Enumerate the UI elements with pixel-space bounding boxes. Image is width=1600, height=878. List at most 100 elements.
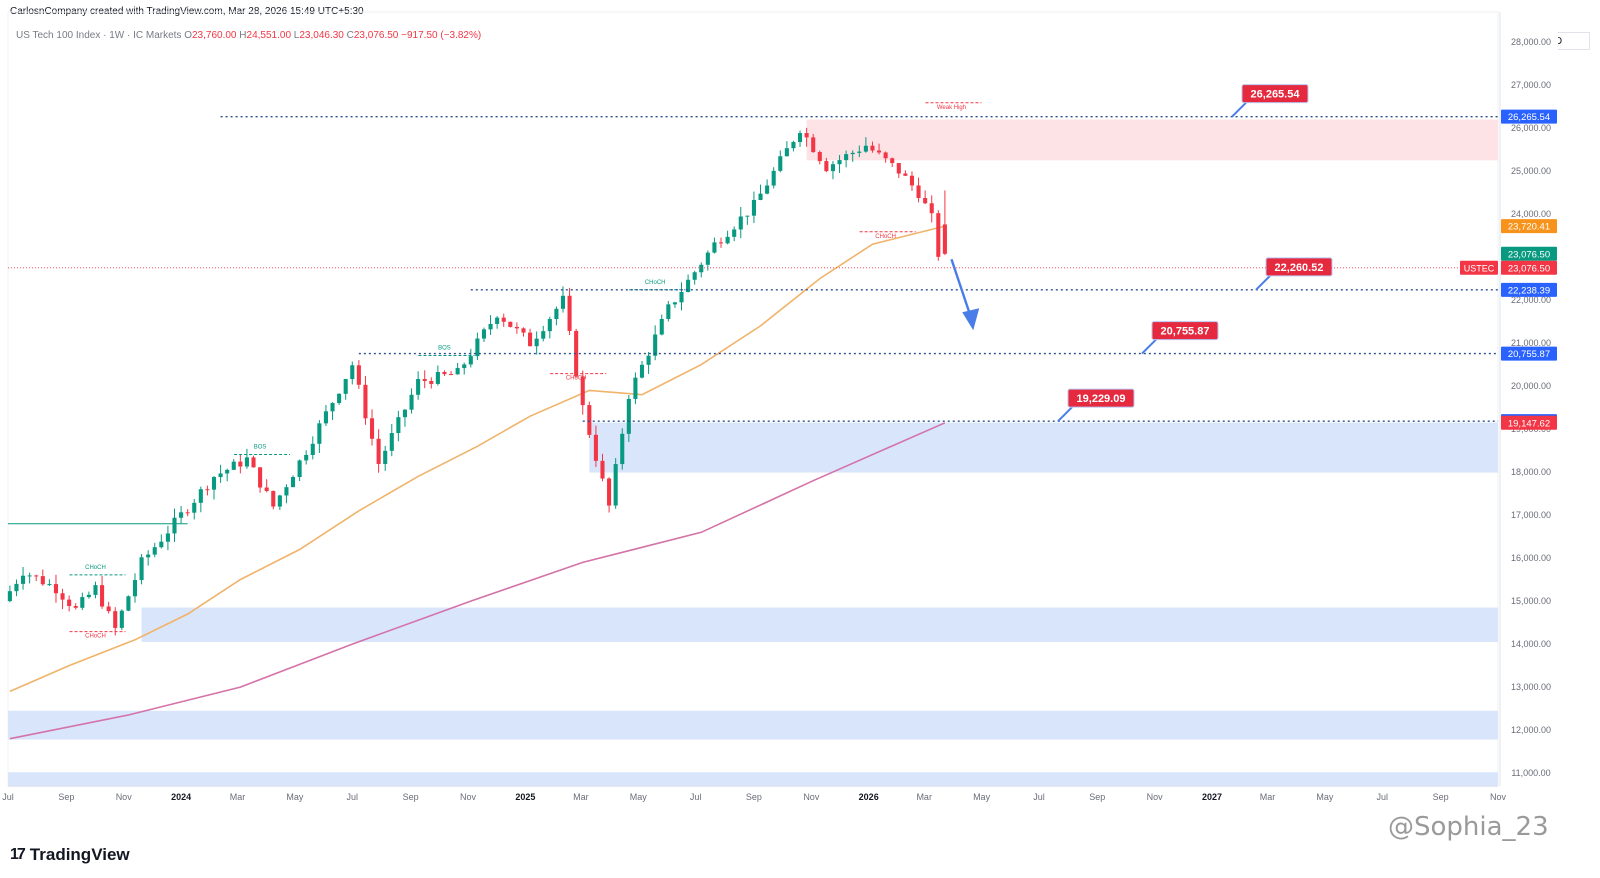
candle[interactable] [758,184,763,201]
candle[interactable] [323,404,328,427]
candle[interactable] [738,206,743,239]
candle[interactable] [797,130,803,147]
time-tick[interactable]: May [973,792,991,802]
candles[interactable] [7,127,947,636]
candle[interactable] [284,484,289,504]
time-tick[interactable]: Sep [1433,792,1449,802]
candle[interactable] [883,151,888,163]
candle[interactable] [587,401,592,439]
time-tick[interactable]: 2024 [171,792,191,802]
candle[interactable] [429,377,434,389]
level-19184[interactable]: 19,229.09 [582,388,1498,422]
time-tick[interactable]: Jul [1033,792,1045,802]
candle[interactable] [251,455,256,468]
candle[interactable] [376,429,381,473]
time-tick[interactable]: May [1316,792,1334,802]
candle[interactable] [712,237,717,254]
candle[interactable] [534,331,539,355]
candle[interactable] [67,595,72,612]
time-axis[interactable]: Jul Sep Nov 2024 Mar May Jul Sep Nov 2025 Mar May Ju… [2,785,1506,802]
price-tick[interactable]: 16,000.00 [1511,553,1551,563]
time-tick[interactable]: Mar [916,792,932,802]
price-tick[interactable]: 28,000.00 [1511,37,1551,47]
candle[interactable] [132,573,138,603]
candle[interactable] [14,579,19,597]
candle[interactable] [495,316,500,329]
candle[interactable] [231,459,236,471]
candle[interactable] [936,210,941,261]
time-tick[interactable]: Mar [573,792,589,802]
candle[interactable] [310,436,315,460]
price-tick[interactable]: 13,000.00 [1511,682,1551,692]
time-tick[interactable]: 2027 [1202,792,1222,802]
price-axis[interactable]: 11,000.00 12,000.00 13,000.00 14,000.00 15,0… [1499,12,1558,786]
candle[interactable] [402,408,407,427]
candle[interactable] [47,579,52,587]
candle[interactable] [508,321,513,328]
time-tick[interactable]: Sep [403,792,419,802]
price-tick[interactable]: 27,000.00 [1511,80,1551,90]
candle[interactable] [646,351,651,374]
candle[interactable] [119,609,124,631]
candle[interactable] [837,154,842,174]
candle[interactable] [165,525,170,551]
candle[interactable] [633,372,638,405]
time-tick[interactable]: Nov [1147,792,1164,802]
candle[interactable] [679,282,684,311]
time-tick[interactable]: Jul [2,792,14,802]
candle[interactable] [139,554,144,585]
candle[interactable] [804,127,809,147]
candle[interactable] [929,195,934,223]
candle[interactable] [870,141,875,153]
candle[interactable] [942,190,947,256]
candle[interactable] [258,467,263,493]
price-tick[interactable]: 14,000.00 [1511,639,1551,649]
time-tick[interactable]: Nov [116,792,133,802]
candle[interactable] [653,325,658,361]
time-tick[interactable]: Sep [1089,792,1105,802]
time-tick[interactable]: Nov [460,792,477,802]
candle[interactable] [80,592,85,611]
candle[interactable] [639,361,645,379]
candle[interactable] [488,315,493,335]
candle[interactable] [304,450,309,465]
candle[interactable] [455,362,460,375]
candle[interactable] [896,163,901,178]
candle[interactable] [27,572,32,584]
candle[interactable] [765,179,770,195]
candle[interactable] [521,327,526,337]
candle[interactable] [21,567,26,590]
candle[interactable] [290,475,296,488]
candle[interactable] [560,286,566,313]
candle[interactable] [7,585,12,603]
candle[interactable] [264,479,269,493]
candle[interactable] [613,458,618,509]
candle[interactable] [225,468,230,482]
candle[interactable] [778,150,783,173]
level-20755[interactable]: 20,755.87 [358,321,1498,355]
time-tick[interactable]: Mar [1260,792,1276,802]
candle[interactable] [475,332,480,361]
time-tick[interactable]: 2025 [515,792,535,802]
candle[interactable] [172,508,177,542]
candle[interactable] [317,420,322,454]
candle[interactable] [86,591,91,599]
candle[interactable] [343,378,348,400]
price-tick[interactable]: 21,000.00 [1511,338,1551,348]
price-tick[interactable]: 15,000.00 [1511,596,1551,606]
candle[interactable] [363,375,368,425]
time-tick[interactable]: Nov [803,792,820,802]
price-tick[interactable]: 26,000.00 [1511,123,1551,133]
candle[interactable] [850,150,855,162]
candle[interactable] [554,306,559,326]
price-tick[interactable]: 18,000.00 [1511,467,1551,477]
candle[interactable] [923,190,928,205]
candle[interactable] [369,409,375,446]
candle[interactable] [218,464,223,483]
candle[interactable] [817,150,822,165]
candle[interactable] [481,327,487,342]
candle[interactable] [159,534,164,549]
candle[interactable] [732,226,737,242]
candle[interactable] [277,494,282,511]
